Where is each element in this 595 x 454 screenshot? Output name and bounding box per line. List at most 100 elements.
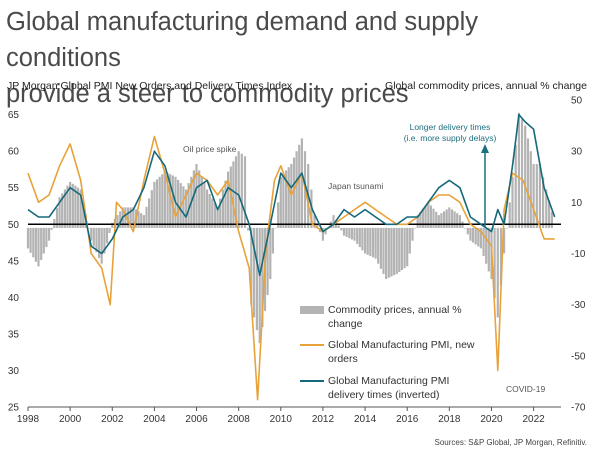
commodity-bar xyxy=(358,227,361,248)
commodity-bar xyxy=(250,227,253,305)
commodity-bar xyxy=(184,189,188,228)
commodity-bar xyxy=(453,211,456,228)
right-axis-tick-label: -10 xyxy=(571,249,586,260)
x-axis-tick-label: 2022 xyxy=(522,414,545,425)
legend-label-commodity-2: change xyxy=(328,318,363,330)
commodity-bar xyxy=(324,227,327,235)
commodity-bar xyxy=(295,151,298,228)
commodity-bar xyxy=(416,215,419,228)
commodity-bar xyxy=(232,161,235,228)
commodity-bar xyxy=(266,227,269,296)
commodity-bar xyxy=(345,227,348,237)
commodity-bar xyxy=(55,208,59,228)
x-axis-tick-label: 1998 xyxy=(17,414,40,425)
commodity-bar xyxy=(395,227,398,274)
commodity-bar xyxy=(166,172,169,228)
right-axis-tick-label: -70 xyxy=(571,403,586,414)
commodity-bar xyxy=(448,207,451,228)
title-line-1: Global manufacturing demand and supply c… xyxy=(6,8,479,72)
commodity-bar xyxy=(195,164,198,228)
commodity-bar xyxy=(406,227,409,267)
commodity-bar xyxy=(74,185,77,228)
commodity-bar xyxy=(443,211,446,228)
commodity-bar xyxy=(350,227,353,240)
commodity-bar xyxy=(474,227,477,245)
commodity-bar xyxy=(450,209,454,228)
annotation-japan-tsunami: Japan tsunami xyxy=(328,181,383,191)
commodity-bar xyxy=(482,227,485,256)
commodity-bar xyxy=(271,227,274,254)
commodity-bar xyxy=(511,176,514,228)
commodity-bar xyxy=(163,171,166,228)
commodity-bar xyxy=(337,225,340,228)
commodity-bar xyxy=(390,227,393,277)
commodity-bars xyxy=(26,112,553,343)
x-axis-tick-label: 2014 xyxy=(354,414,377,425)
x-axis-tick-label: 2004 xyxy=(143,414,166,425)
x-axis-tick-label: 2010 xyxy=(270,414,293,425)
right-axis-tick-label: -30 xyxy=(571,300,586,311)
commodity-bar xyxy=(529,151,532,228)
commodity-bar xyxy=(342,227,346,236)
commodity-bar xyxy=(503,227,506,254)
annotation-oil-spike: Oil price spike xyxy=(183,144,237,154)
commodity-bar xyxy=(61,193,64,228)
commodity-bar xyxy=(108,227,111,233)
axes: 25 30 35 40 45 50 55 60 65 -70 -50 -30 -10 10 30 50 1998… xyxy=(8,96,586,426)
commodity-bar xyxy=(140,213,143,228)
commodity-bar xyxy=(177,179,180,228)
commodity-bar xyxy=(82,202,85,228)
right-axis-tick-label: 50 xyxy=(571,96,583,107)
commodity-bar xyxy=(42,227,45,254)
commodity-bar xyxy=(313,215,316,228)
commodity-bar xyxy=(298,144,301,228)
commodity-bar xyxy=(255,227,258,331)
commodity-bar xyxy=(361,227,364,251)
commodity-bar xyxy=(142,215,145,228)
right-axis-tick-label: 30 xyxy=(571,147,583,158)
commodity-bar xyxy=(496,227,499,318)
commodity-bar xyxy=(213,203,217,228)
commodity-bar xyxy=(76,187,80,228)
x-axis-tick-label: 2002 xyxy=(101,414,124,425)
commodity-bar xyxy=(279,176,282,228)
commodity-bar xyxy=(243,156,247,228)
left-axis-tick-label: 45 xyxy=(8,256,20,267)
commodity-bar xyxy=(124,207,127,228)
commodity-bar xyxy=(499,227,503,286)
commodity-bar xyxy=(408,227,411,254)
commodity-bar xyxy=(371,227,375,258)
commodity-bar xyxy=(382,227,385,274)
commodity-bar xyxy=(79,189,82,228)
commodity-bar xyxy=(187,183,190,228)
commodity-bar xyxy=(348,227,351,239)
commodity-bar xyxy=(487,227,490,272)
commodity-bar xyxy=(524,125,527,228)
commodity-bar xyxy=(269,227,272,280)
commodity-bar xyxy=(300,138,303,228)
commodity-bar xyxy=(508,202,511,228)
commodity-bar xyxy=(542,176,545,228)
commodity-bar xyxy=(158,176,161,228)
commodity-bar xyxy=(198,170,201,228)
commodity-bar xyxy=(545,189,548,228)
commodity-bar xyxy=(403,227,406,269)
commodity-bar xyxy=(282,173,285,228)
commodity-bar xyxy=(514,144,517,228)
commodity-bar xyxy=(466,227,469,235)
commodity-bar xyxy=(469,227,472,241)
commodity-bar xyxy=(87,227,90,229)
commodity-bar xyxy=(132,207,135,228)
commodity-bar xyxy=(40,227,43,260)
commodity-bar xyxy=(526,138,530,228)
left-axis-label: JP Morgan Global PMI New Orders and Deli… xyxy=(7,80,293,92)
commodity-bar xyxy=(411,227,414,241)
left-axis-tick-label: 60 xyxy=(8,147,20,158)
annotation-arrow-head xyxy=(481,144,489,153)
left-axis-tick-label: 55 xyxy=(8,183,20,194)
x-axis-tick-label: 2012 xyxy=(312,414,335,425)
commodity-bar xyxy=(520,119,524,228)
commodity-bar xyxy=(277,202,280,228)
commodity-bar xyxy=(127,207,130,228)
commodity-bar xyxy=(456,213,459,228)
